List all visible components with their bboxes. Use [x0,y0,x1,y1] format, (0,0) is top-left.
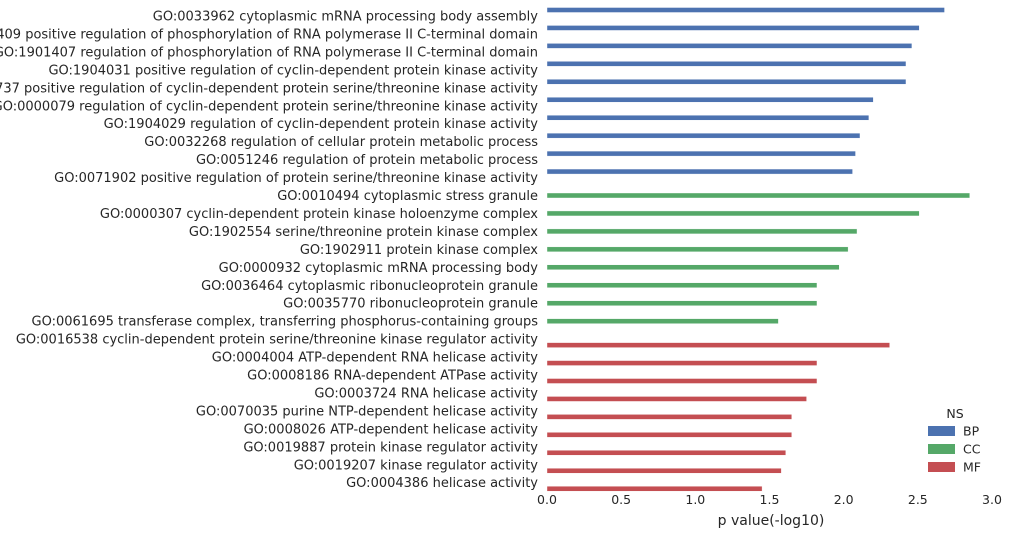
x-tick-label: 3.0 [982,492,1002,507]
category-label: GO:0003724 RNA helicase activity [314,386,538,401]
bar-bp [546,25,920,31]
category-label: GO:0033962 cytoplasmic mRNA processing b… [153,10,538,25]
category-label: GO:0004004 ATP-dependent RNA helicase ac… [212,351,539,366]
bar-mf [546,342,890,348]
bar-cc [546,210,920,217]
bar-mf [546,378,818,384]
category-label: GO:0036464 cytoplasmic ribonucleoprotein… [201,279,538,294]
bar-mf [546,414,792,420]
category-label: GO:0045737 positive regulation of cyclin… [0,81,538,96]
bar-mf [546,486,763,492]
category-label: GO:0019207 kinase regulator activity [294,458,539,473]
bar-cc [546,264,840,270]
x-tick-label: 2.5 [908,492,928,507]
category-labels: GO:0033962 cytoplasmic mRNA processing b… [0,10,538,492]
bars-layer [546,7,970,492]
category-label: GO:1901409 positive regulation of phosph… [0,27,538,42]
category-label: GO:0000932 cytoplasmic mRNA processing b… [219,261,539,276]
category-label: GO:0000079 regulation of cyclin-dependen… [0,99,538,114]
x-tick-label: 2.0 [834,492,854,507]
legend-label-cc: CC [963,442,981,457]
category-label: GO:1904029 regulation of cyclin-dependen… [104,117,539,132]
bar-cc [546,192,970,199]
bar-bp [546,168,853,175]
category-label: GO:1902911 protein kinase complex [300,243,538,258]
category-label: GO:1901407 regulation of phosphorylation… [0,45,538,60]
x-tick-label: 0.5 [611,492,631,507]
bar-mf [546,396,807,402]
category-label: GO:0016538 cyclin-dependent protein seri… [16,333,538,348]
legend-label-bp: BP [963,424,980,439]
bar-cc [546,246,849,253]
category-label: GO:0004386 helicase activity [346,476,538,491]
bar-cc [546,318,779,324]
category-label: GO:0071902 positive regulation of protei… [54,171,538,186]
bar-bp [546,7,945,13]
bar-cc [546,300,818,306]
bar-bp [546,43,913,49]
category-label: GO:0008026 ATP-dependent helicase activi… [244,422,539,437]
x-axis: 0.0 0.5 1.0 1.5 2.0 2.5 3.0 [537,492,1002,507]
bar-cc [546,228,858,235]
bar-bp [546,97,874,103]
category-label: GO:0051246 regulation of protein metabol… [196,153,538,168]
bar-cc [546,282,818,288]
bar-mf [546,360,818,366]
category-label: GO:1904031 positive regulation of cyclin… [48,63,538,78]
category-label: GO:0010494 cytoplasmic stress granule [277,189,538,204]
x-tick-label: 1.0 [685,492,705,507]
legend: NS BP CC MF [928,406,981,475]
legend-swatch-bp [928,426,955,436]
category-label: GO:0070035 purine NTP-dependent helicase… [196,404,538,419]
category-label: GO:0061695 transferase complex, transfer… [32,315,539,330]
category-label: GO:0035770 ribonucleoprotein granule [283,297,538,312]
category-label: GO:0000307 cyclin-dependent protein kina… [100,207,538,222]
bar-bp [546,132,861,139]
legend-swatch-mf [928,462,955,472]
bar-mf [546,468,782,474]
bar-bp [546,114,870,121]
x-axis-title: p value(-log10) [718,513,825,529]
legend-label-mf: MF [963,460,981,475]
legend-swatch-cc [928,444,955,454]
category-label: GO:0032268 regulation of cellular protei… [144,135,538,150]
x-tick-label: 1.5 [760,492,780,507]
category-label: GO:1902554 serine/threonine protein kina… [189,225,538,240]
bar-bp [546,150,856,157]
bar-mf [546,450,787,456]
bar-bp [546,61,907,67]
legend-title: NS [946,406,963,421]
bar-mf [546,432,792,438]
bar-bp [546,79,907,85]
x-tick-label: 0.0 [537,492,557,507]
category-label: GO:0019887 protein kinase regulator acti… [243,440,538,455]
category-label: GO:0008186 RNA-dependent ATPase activity [247,369,538,384]
